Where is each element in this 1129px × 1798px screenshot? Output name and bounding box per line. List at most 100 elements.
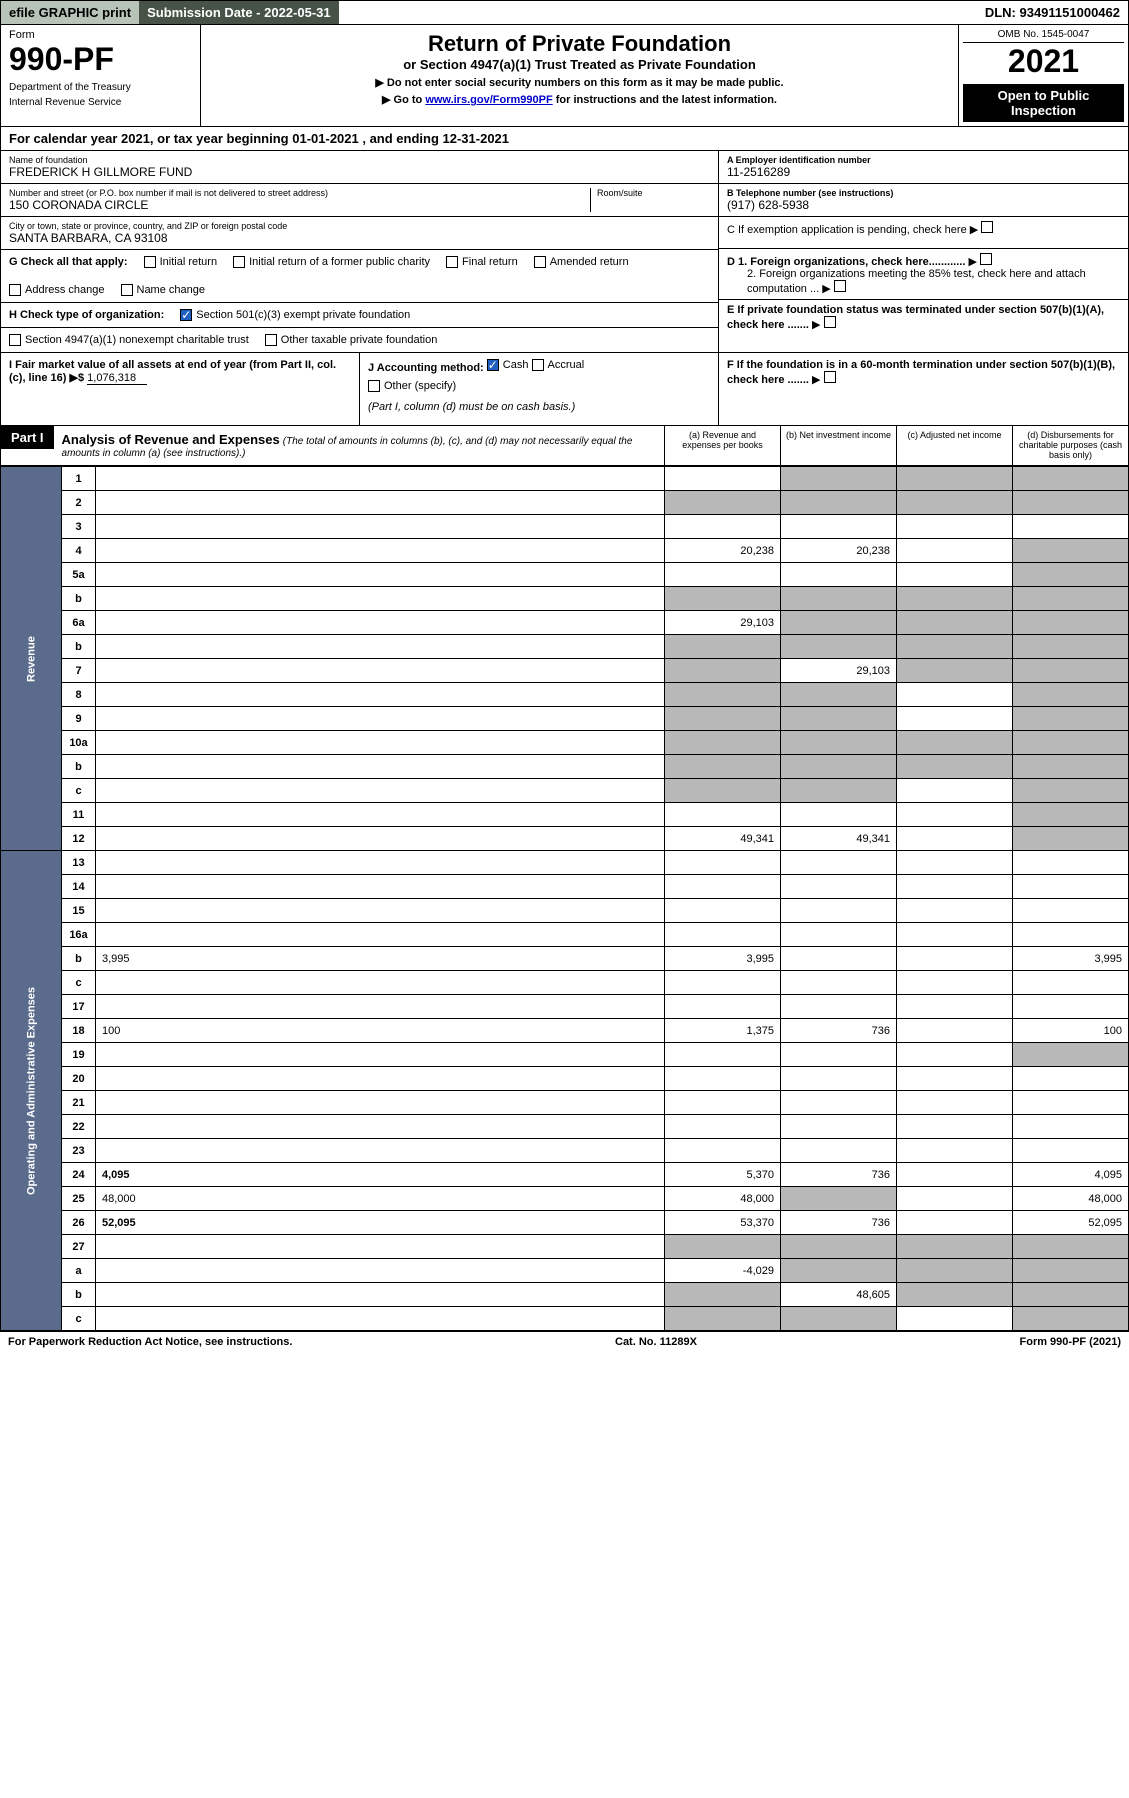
check-4947[interactable]: Section 4947(a)(1) nonexempt charitable …	[9, 334, 249, 346]
table-row: 181001,375736100	[1, 1019, 1129, 1043]
amount-cell	[897, 1211, 1013, 1235]
amount-cell	[1013, 1259, 1129, 1283]
line-number: 16a	[62, 923, 96, 947]
line-description	[96, 803, 665, 827]
part1-table: Revenue123420,23820,2385ab6a29,103b729,1…	[0, 466, 1129, 1331]
amount-cell: 4,095	[1013, 1163, 1129, 1187]
table-row: c	[1, 971, 1129, 995]
table-row: 16a	[1, 923, 1129, 947]
check-d1[interactable]	[980, 253, 992, 265]
amount-cell	[897, 467, 1013, 491]
line-description	[96, 851, 665, 875]
line-description	[96, 1043, 665, 1067]
amount-cell	[665, 1115, 781, 1139]
check-d2[interactable]	[834, 280, 846, 292]
amount-cell: 736	[781, 1211, 897, 1235]
line-number: 14	[62, 875, 96, 899]
amount-cell	[1013, 635, 1129, 659]
omb-number: OMB No. 1545-0047	[963, 29, 1124, 43]
check-other-method[interactable]: Other (specify)	[368, 380, 456, 392]
line-number: 17	[62, 995, 96, 1019]
amount-cell	[665, 779, 781, 803]
col-b-head: (b) Net investment income	[780, 426, 896, 465]
col-d-head: (d) Disbursements for charitable purpose…	[1012, 426, 1128, 465]
amount-cell	[781, 875, 897, 899]
amount-cell	[665, 899, 781, 923]
form-title: Return of Private Foundation	[207, 31, 952, 57]
line-description	[96, 731, 665, 755]
check-name-change[interactable]: Name change	[121, 284, 206, 296]
amount-cell	[665, 1043, 781, 1067]
line-number: b	[62, 587, 96, 611]
table-row: Operating and Administrative Expenses13	[1, 851, 1129, 875]
line-number: 7	[62, 659, 96, 683]
amount-cell	[781, 635, 897, 659]
amount-cell	[1013, 755, 1129, 779]
table-row: 2548,00048,00048,000	[1, 1187, 1129, 1211]
amount-cell	[781, 563, 897, 587]
amount-cell	[1013, 971, 1129, 995]
efile-label[interactable]: efile GRAPHIC print	[1, 1, 139, 24]
amount-cell	[665, 491, 781, 515]
check-cash[interactable]: Cash	[487, 359, 529, 371]
check-c[interactable]	[981, 221, 993, 233]
amount-cell	[897, 587, 1013, 611]
city-row: City or town, state or province, country…	[1, 217, 718, 250]
amount-cell	[897, 995, 1013, 1019]
check-accrual[interactable]: Accrual	[532, 359, 585, 371]
line-number: 1	[62, 467, 96, 491]
amount-cell	[897, 947, 1013, 971]
check-501c3[interactable]: Section 501(c)(3) exempt private foundat…	[180, 309, 410, 321]
amount-cell	[665, 731, 781, 755]
amount-cell	[897, 683, 1013, 707]
table-row: b3,9953,9953,995	[1, 947, 1129, 971]
amount-cell	[665, 1283, 781, 1307]
line-description	[96, 1307, 665, 1331]
amount-cell	[781, 1091, 897, 1115]
amount-cell	[781, 1259, 897, 1283]
form-number: 990-PF	[9, 41, 192, 78]
line-number: 27	[62, 1235, 96, 1259]
ssn-note: ▶ Do not enter social security numbers o…	[207, 76, 952, 89]
amount-cell	[1013, 779, 1129, 803]
check-final-return[interactable]: Final return	[446, 256, 518, 268]
amount-cell: 736	[781, 1163, 897, 1187]
expenses-side-label: Operating and Administrative Expenses	[1, 851, 62, 1331]
amount-cell	[665, 1067, 781, 1091]
line-description	[96, 971, 665, 995]
amount-cell	[897, 563, 1013, 587]
amount-cell	[781, 1187, 897, 1211]
check-initial-return[interactable]: Initial return	[144, 256, 217, 268]
foundation-info: Name of foundation FREDERICK H GILLMORE …	[0, 151, 1129, 353]
line-description	[96, 899, 665, 923]
amount-cell	[897, 1163, 1013, 1187]
amount-cell	[897, 1067, 1013, 1091]
amount-cell	[897, 491, 1013, 515]
line-number: 3	[62, 515, 96, 539]
check-initial-former[interactable]: Initial return of a former public charit…	[233, 256, 430, 268]
check-e[interactable]	[824, 316, 836, 328]
check-f[interactable]	[824, 371, 836, 383]
table-row: 10a	[1, 731, 1129, 755]
line-description: 52,095	[96, 1211, 665, 1235]
line-description	[96, 827, 665, 851]
ein-value: 11-2516289	[727, 165, 1120, 179]
amount-cell: 5,370	[665, 1163, 781, 1187]
amount-cell	[665, 707, 781, 731]
amount-cell: -4,029	[665, 1259, 781, 1283]
amount-cell	[781, 1043, 897, 1067]
check-address-change[interactable]: Address change	[9, 284, 105, 296]
amount-cell	[897, 1139, 1013, 1163]
line-description	[96, 683, 665, 707]
instructions-link[interactable]: www.irs.gov/Form990PF	[425, 94, 552, 106]
col-c-head: (c) Adjusted net income	[896, 426, 1012, 465]
footer-right: Form 990-PF (2021)	[1020, 1336, 1121, 1348]
form-label: Form	[9, 29, 192, 41]
line-number: 19	[62, 1043, 96, 1067]
amount-cell: 53,370	[665, 1211, 781, 1235]
check-other-taxable[interactable]: Other taxable private foundation	[265, 334, 438, 346]
amount-cell: 48,000	[665, 1187, 781, 1211]
line-number: b	[62, 947, 96, 971]
check-amended[interactable]: Amended return	[534, 256, 629, 268]
amount-cell	[897, 1019, 1013, 1043]
